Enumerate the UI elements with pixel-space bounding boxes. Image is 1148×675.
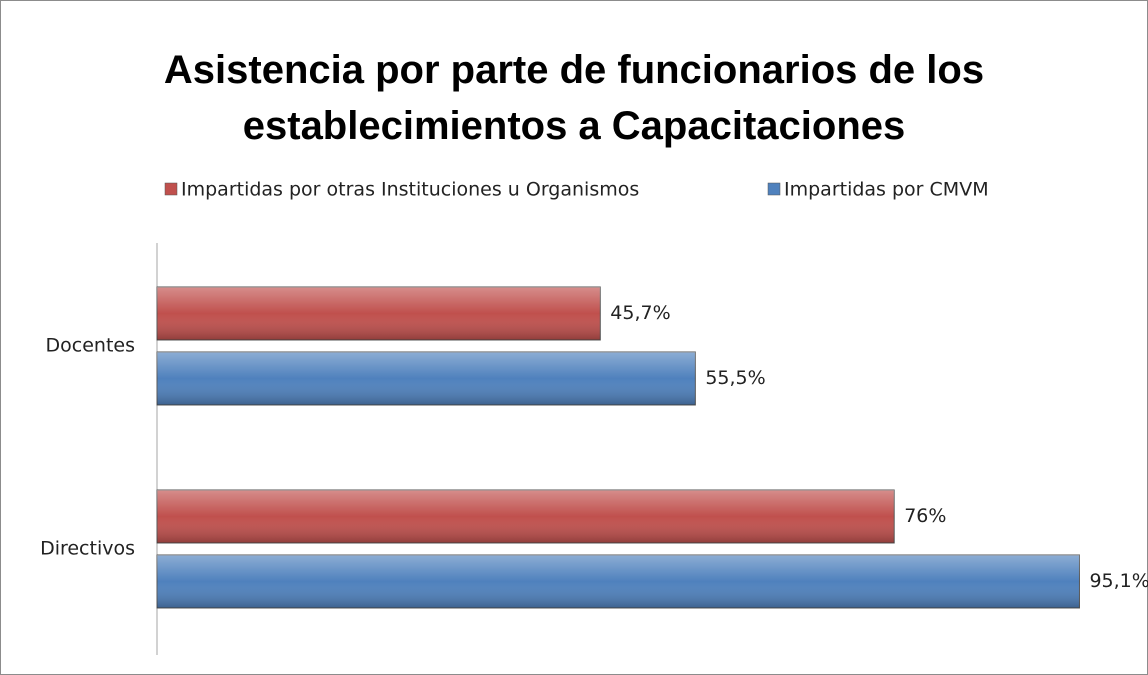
y-tick-label: Directivos — [40, 538, 135, 560]
bar-shade — [157, 555, 1080, 608]
legend-label: Impartidas por otras Instituciones u Org… — [181, 179, 639, 201]
data-label: 55,5% — [705, 367, 765, 389]
data-label: 76% — [904, 505, 946, 527]
data-label: 95,1% — [1089, 570, 1148, 592]
legend-swatch — [164, 182, 178, 196]
y-tick-label: Docentes — [46, 335, 135, 357]
data-label: 45,7% — [610, 302, 670, 324]
bar-shade — [157, 352, 696, 405]
chart-title: Asistencia por parte de funcionarios de … — [163, 48, 985, 148]
bar-shade — [157, 287, 601, 340]
legend-label: Impartidas por CMVM — [784, 179, 989, 201]
legend-swatch — [767, 182, 781, 196]
bar-shade — [157, 490, 895, 543]
